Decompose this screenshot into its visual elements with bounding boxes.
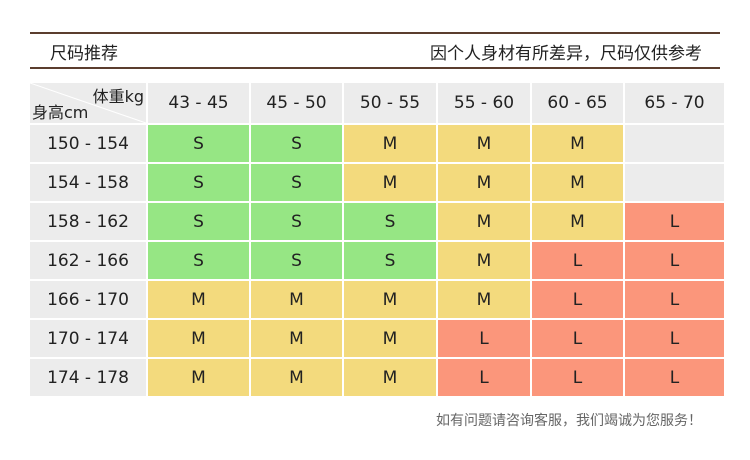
diagonal-divider [30, 83, 146, 123]
weight-column-header: 43 - 45 [148, 83, 249, 123]
size-cell: M [532, 203, 623, 240]
empty-cell [625, 125, 724, 162]
size-cell: L [532, 359, 623, 396]
height-row-header: 166 - 170 [30, 281, 146, 318]
size-cell: S [344, 242, 436, 279]
size-cell: L [625, 320, 724, 357]
size-cell: L [532, 320, 623, 357]
size-cell: M [438, 242, 530, 279]
weight-axis-label: 体重kg [92, 87, 144, 106]
size-cell: M [344, 164, 436, 201]
size-cell: L [625, 203, 724, 240]
weight-column-header: 55 - 60 [438, 83, 530, 123]
disclaimer-note: 因个人身材有所差异，尺码仅供参考 [430, 44, 702, 64]
height-axis-label: 身高cm [32, 103, 89, 122]
size-cell: S [148, 164, 249, 201]
footer-note: 如有问题请咨询客服，我们竭诚为您服务！ [436, 413, 702, 429]
size-cell: L [438, 320, 530, 357]
size-cell: M [148, 281, 249, 318]
size-table: 体重kg 身高cm 43 - 45 45 - 50 50 - 55 55 - 60 60… [30, 83, 724, 396]
height-row-header: 158 - 162 [30, 203, 146, 240]
weight-column-header: 50 - 55 [344, 83, 436, 123]
size-cell: M [532, 125, 623, 162]
size-cell: L [438, 359, 530, 396]
height-row-header: 162 - 166 [30, 242, 146, 279]
size-cell: M [438, 203, 530, 240]
size-cell: M [251, 281, 342, 318]
size-cell: M [344, 125, 436, 162]
size-cell: M [251, 320, 342, 357]
height-row-header: 170 - 174 [30, 320, 146, 357]
size-cell: M [148, 359, 249, 396]
size-cell: S [344, 203, 436, 240]
size-cell: M [438, 164, 530, 201]
size-cell: S [251, 242, 342, 279]
corner-header: 体重kg 身高cm [30, 83, 146, 123]
size-cell: L [625, 359, 724, 396]
size-cell: M [532, 164, 623, 201]
size-cell: M [344, 359, 436, 396]
weight-column-header: 60 - 65 [532, 83, 623, 123]
size-cell: L [625, 242, 724, 279]
size-cell: M [344, 320, 436, 357]
empty-cell [625, 164, 724, 201]
size-cell: S [251, 164, 342, 201]
size-cell: S [148, 203, 249, 240]
size-cell: S [251, 125, 342, 162]
height-row-header: 174 - 178 [30, 359, 146, 396]
size-cell: L [625, 281, 724, 318]
weight-column-header: 45 - 50 [251, 83, 342, 123]
size-cell: S [251, 203, 342, 240]
size-cell: M [438, 281, 530, 318]
size-cell: S [148, 125, 249, 162]
top-rule [30, 32, 720, 34]
bottom-rule [30, 67, 720, 69]
size-cell: S [148, 242, 249, 279]
size-cell: M [148, 320, 249, 357]
page-title: 尺码推荐 [50, 44, 118, 64]
size-cell: M [251, 359, 342, 396]
size-cell: L [532, 242, 623, 279]
weight-column-header: 65 - 70 [625, 83, 724, 123]
height-row-header: 150 - 154 [30, 125, 146, 162]
size-cell: L [532, 281, 623, 318]
size-cell: M [344, 281, 436, 318]
height-row-header: 154 - 158 [30, 164, 146, 201]
size-cell: M [438, 125, 530, 162]
